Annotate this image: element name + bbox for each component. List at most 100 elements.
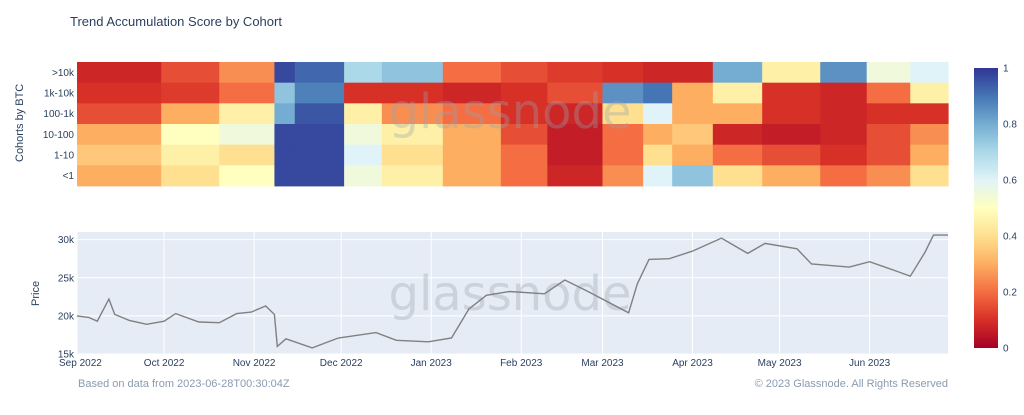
copyright-notice: © 2023 Glassnode. All Rights Reserved bbox=[754, 378, 948, 390]
heatmap-cell bbox=[219, 82, 276, 104]
heatmap-cell bbox=[712, 144, 763, 166]
heatmap-cell bbox=[602, 124, 644, 146]
heatmap-cell bbox=[672, 165, 714, 187]
heatmap-cell bbox=[274, 165, 296, 187]
heatmap-cell bbox=[643, 165, 673, 187]
heatmap-cell bbox=[866, 165, 911, 187]
heatmap-cell bbox=[161, 165, 220, 187]
heatmap-cell bbox=[77, 62, 162, 84]
price-x-tick-label: Jun 2023 bbox=[849, 358, 891, 369]
heatmap-cell bbox=[643, 124, 673, 146]
heatmap-cell bbox=[161, 103, 220, 125]
heatmap-cell bbox=[762, 165, 821, 187]
price-gridlines bbox=[76, 232, 948, 355]
heatmap-cell bbox=[866, 62, 911, 84]
heatmap-cell bbox=[910, 62, 949, 84]
heatmap-cell bbox=[77, 144, 162, 166]
colorbar-tick-label: 0.8 bbox=[1003, 120, 1017, 131]
heatmap-cell bbox=[219, 103, 276, 125]
heatmap-cell bbox=[643, 103, 673, 125]
heatmap-cell bbox=[820, 165, 868, 187]
heatmap-cell bbox=[500, 124, 548, 146]
heatmap-cell bbox=[910, 144, 949, 166]
heatmap-cell bbox=[344, 144, 383, 166]
colorbar-tick-label: 1 bbox=[1003, 64, 1009, 75]
heatmap-row-label: 100-1k bbox=[43, 109, 75, 120]
colorbar-tick-label: 0.2 bbox=[1003, 288, 1017, 299]
heatmap-cell bbox=[381, 103, 444, 125]
heatmap-cell bbox=[381, 165, 444, 187]
heatmap-cell bbox=[712, 165, 763, 187]
chart-title: Trend Accumulation Score by Cohort bbox=[70, 14, 282, 29]
heatmap-cell bbox=[643, 144, 673, 166]
heatmap-cell bbox=[294, 144, 345, 166]
heatmap-cell bbox=[602, 82, 644, 104]
heatmap-cell bbox=[442, 82, 502, 104]
heatmap-cell bbox=[643, 82, 673, 104]
heatmap-cell bbox=[672, 144, 714, 166]
price-plot-background bbox=[77, 232, 948, 354]
price-y-ticks: 15k 20k 25k 30k bbox=[58, 235, 75, 360]
heatmap-cell bbox=[500, 165, 548, 187]
heatmap-cell bbox=[547, 82, 604, 104]
heatmap-cell bbox=[910, 124, 949, 146]
colorbar-tick-label: 0.4 bbox=[1003, 232, 1017, 243]
heatmap-cell bbox=[77, 82, 162, 104]
heatmap-cell bbox=[910, 165, 949, 187]
heatmap-cell bbox=[643, 62, 673, 84]
heatmap-cell bbox=[672, 82, 714, 104]
heatmap bbox=[77, 62, 949, 187]
price-x-tick-label: Jan 2023 bbox=[411, 358, 453, 369]
heatmap-watermark: glassnode bbox=[388, 84, 631, 140]
heatmap-cell bbox=[672, 62, 714, 84]
heatmap-cell bbox=[381, 82, 444, 104]
heatmap-row-label: >10k bbox=[52, 68, 75, 79]
heatmap-cell bbox=[274, 62, 296, 84]
price-y-tick-label: 25k bbox=[58, 273, 75, 284]
price-x-tick-label: Sep 2022 bbox=[59, 358, 102, 369]
heatmap-cell bbox=[866, 144, 911, 166]
heatmap-cell bbox=[219, 165, 276, 187]
heatmap-cell bbox=[547, 62, 604, 84]
heatmap-cell bbox=[442, 165, 502, 187]
heatmap-cell bbox=[866, 103, 911, 125]
colorbar-ticks: 0 0.2 0.4 0.6 0.8 1 bbox=[1003, 64, 1017, 355]
heatmap-cell bbox=[547, 165, 604, 187]
heatmap-cell bbox=[294, 62, 345, 84]
heatmap-cell bbox=[602, 103, 644, 125]
heatmap-cell bbox=[602, 165, 644, 187]
heatmap-cell bbox=[442, 144, 502, 166]
heatmap-row-label: 1-10 bbox=[54, 151, 74, 162]
heatmap-cell bbox=[672, 103, 714, 125]
heatmap-cell bbox=[712, 124, 763, 146]
heatmap-cell bbox=[161, 62, 220, 84]
heatmap-cell bbox=[344, 82, 383, 104]
heatmap-cell bbox=[820, 124, 868, 146]
heatmap-cell bbox=[820, 62, 868, 84]
heatmap-cell bbox=[762, 144, 821, 166]
price-y-tick-label: 30k bbox=[58, 235, 75, 246]
heatmap-cell bbox=[219, 144, 276, 166]
heatmap-cell bbox=[762, 124, 821, 146]
price-x-tick-label: Nov 2022 bbox=[233, 358, 276, 369]
heatmap-cell bbox=[381, 124, 444, 146]
price-watermark: glassnode bbox=[388, 266, 631, 322]
heatmap-row-label: 1k-10k bbox=[44, 89, 75, 100]
heatmap-cell bbox=[500, 62, 548, 84]
heatmap-cell bbox=[910, 103, 949, 125]
colorbar bbox=[974, 68, 998, 348]
heatmap-cell bbox=[161, 82, 220, 104]
heatmap-cell bbox=[712, 82, 763, 104]
heatmap-cell bbox=[344, 124, 383, 146]
heatmap-cell bbox=[219, 124, 276, 146]
heatmap-cell bbox=[381, 62, 444, 84]
heatmap-cell bbox=[910, 82, 949, 104]
colorbar-tick-label: 0.6 bbox=[1003, 176, 1017, 187]
heatmap-cell bbox=[672, 124, 714, 146]
heatmap-cell bbox=[219, 62, 276, 84]
heatmap-cell bbox=[547, 124, 604, 146]
price-y-tick-label: 15k bbox=[58, 350, 75, 361]
price-x-tick-label: Mar 2023 bbox=[581, 358, 624, 369]
heatmap-cell bbox=[77, 165, 162, 187]
